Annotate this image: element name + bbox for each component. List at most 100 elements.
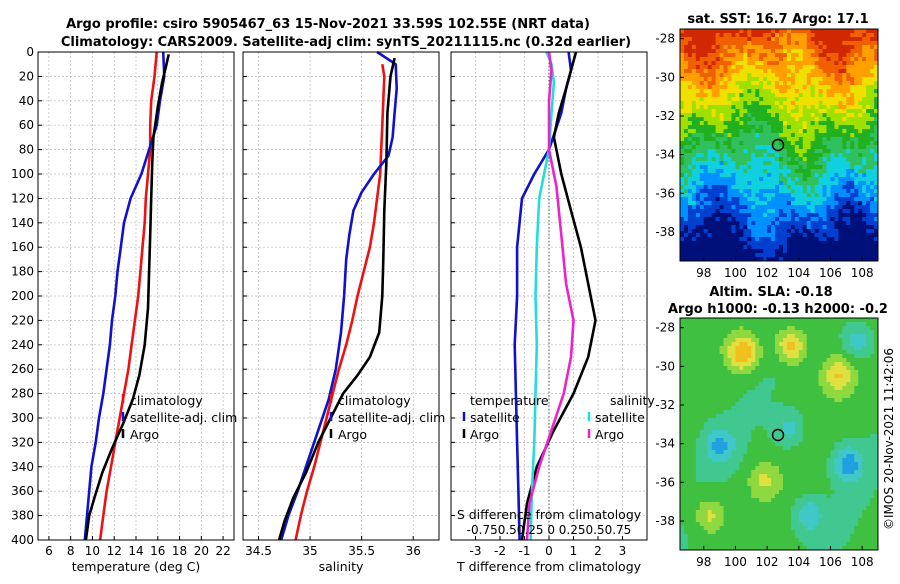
heatmap-cell <box>763 322 767 326</box>
heatmap-cell <box>775 125 779 129</box>
heatmap-cell <box>819 193 823 197</box>
heatmap-cell <box>807 145 811 149</box>
heatmap-cell <box>704 161 708 165</box>
heatmap-cell <box>720 342 724 346</box>
heatmap-cell <box>787 430 791 434</box>
heatmap-cell <box>854 326 858 330</box>
heatmap-cell <box>692 29 696 33</box>
heatmap-cell <box>731 217 735 221</box>
heatmap-cell <box>787 181 791 185</box>
heatmap-cell <box>680 125 684 129</box>
heatmap-cell <box>743 221 747 225</box>
heatmap-cell <box>728 105 732 109</box>
heatmap-cell <box>870 229 874 233</box>
heatmap-cell <box>704 129 708 133</box>
heatmap-cell <box>819 318 823 322</box>
heatmap-cell <box>838 205 842 209</box>
heatmap-cell <box>763 249 767 253</box>
heatmap-cell <box>799 189 803 193</box>
heatmap-cell <box>708 354 712 358</box>
heatmap-cell <box>684 213 688 217</box>
heatmap-cell <box>771 33 775 37</box>
heatmap-cell <box>854 57 858 61</box>
heatmap-cell <box>712 61 716 65</box>
heatmap-cell <box>743 378 747 382</box>
heatmap-cell <box>838 185 842 189</box>
heatmap-cell <box>795 454 799 458</box>
heatmap-cell <box>787 338 791 342</box>
heatmap-cell <box>735 201 739 205</box>
heatmap-cell <box>870 370 874 374</box>
heatmap-cell <box>688 322 692 326</box>
heatmap-cell <box>739 217 743 221</box>
heatmap-cell <box>739 390 743 394</box>
heatmap-cell <box>795 193 799 197</box>
heatmap-cell <box>854 430 858 434</box>
heatmap-cell <box>751 346 755 350</box>
heatmap-cell <box>735 181 739 185</box>
heatmap-cell <box>743 89 747 93</box>
heatmap-cell <box>803 245 807 249</box>
heatmap-cell <box>704 414 708 418</box>
heatmap-cell <box>724 49 728 53</box>
heatmap-cell <box>712 342 716 346</box>
heatmap-cell <box>684 113 688 117</box>
heatmap-cell <box>684 225 688 229</box>
heatmap-cell <box>854 221 858 225</box>
heatmap-cell <box>712 406 716 410</box>
heatmap-cell <box>708 358 712 362</box>
heatmap-cell <box>716 117 720 121</box>
heatmap-cell <box>735 318 739 322</box>
heatmap-cell <box>815 73 819 77</box>
heatmap-cell <box>759 81 763 85</box>
heatmap-cell <box>838 97 842 101</box>
heatmap-cell <box>759 414 763 418</box>
heatmap-cell <box>819 105 823 109</box>
y-tick-label: 220 <box>11 313 34 327</box>
heatmap-cell <box>759 334 763 338</box>
heatmap-cell <box>834 330 838 334</box>
heatmap-cell <box>767 85 771 89</box>
heatmap-cell <box>704 253 708 257</box>
heatmap-cell <box>846 414 850 418</box>
heatmap-cell <box>827 45 831 49</box>
heatmap-cell <box>779 201 783 205</box>
heatmap-cell <box>735 53 739 57</box>
heatmap-cell <box>787 81 791 85</box>
heatmap-cell <box>846 454 850 458</box>
heatmap-cell <box>823 81 827 85</box>
heatmap-cell <box>815 205 819 209</box>
heatmap-cell <box>811 342 815 346</box>
heatmap-cell <box>779 402 783 406</box>
heatmap-cell <box>830 193 834 197</box>
heatmap-cell <box>696 249 700 253</box>
heatmap-cell <box>815 398 819 402</box>
heatmap-cell <box>862 362 866 366</box>
heatmap-cell <box>759 41 763 45</box>
heatmap-cell <box>716 185 720 189</box>
heatmap-cell <box>807 414 811 418</box>
heatmap-cell <box>799 165 803 169</box>
heatmap-cell <box>731 366 735 370</box>
heatmap-cell <box>684 326 688 330</box>
heatmap-cell <box>803 446 807 450</box>
heatmap-cell <box>688 33 692 37</box>
heatmap-cell <box>767 201 771 205</box>
heatmap-cell <box>799 454 803 458</box>
heatmap-cell <box>743 350 747 354</box>
heatmap-cell <box>771 121 775 125</box>
heatmap-cell <box>834 382 838 386</box>
heatmap-cell <box>842 358 846 362</box>
heatmap-cell <box>771 213 775 217</box>
heatmap-cell <box>783 73 787 77</box>
heatmap-cell <box>708 121 712 125</box>
heatmap-cell <box>759 241 763 245</box>
heatmap-cell <box>692 322 696 326</box>
heatmap-cell <box>712 33 716 37</box>
heatmap-cell <box>783 109 787 113</box>
heatmap-cell <box>807 233 811 237</box>
heatmap-cell <box>759 153 763 157</box>
heatmap-cell <box>755 422 759 426</box>
heatmap-cell <box>823 157 827 161</box>
heatmap-cell <box>850 237 854 241</box>
